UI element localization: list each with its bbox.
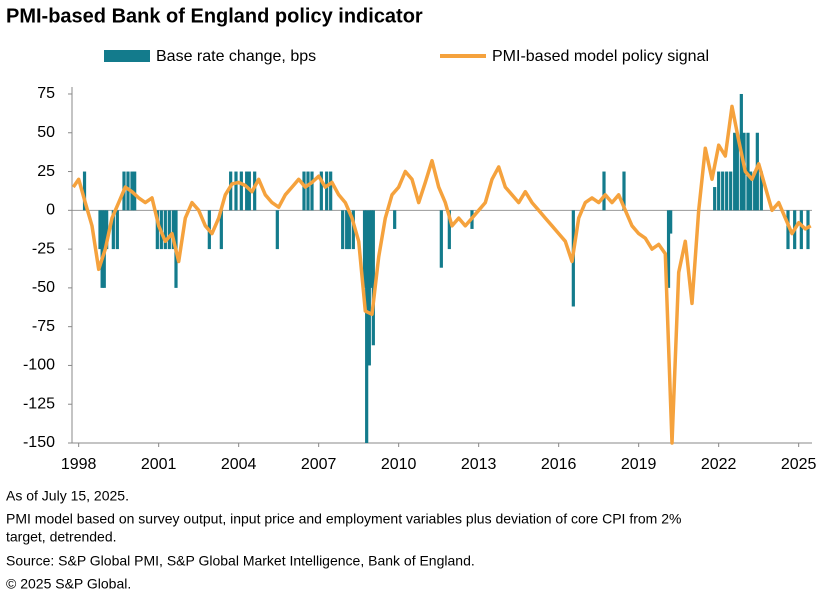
x-tick-label: 2010: [381, 456, 417, 473]
bar: [729, 171, 733, 211]
bar: [622, 171, 626, 211]
bar: [786, 210, 790, 250]
line: [71, 104, 812, 445]
plot-area: 75 50 25 0 -25 -50 -75 -100 -125 -150 1998 2001 2004…: [23, 85, 817, 473]
footnote: As of July 15, 2025.: [6, 488, 129, 504]
y-tick-label: -50: [32, 279, 55, 296]
bar: [98, 210, 102, 250]
bar: [749, 171, 753, 211]
bar: [155, 210, 159, 250]
x-tick-label: 1998: [61, 456, 97, 473]
bar: [447, 210, 451, 250]
bar: [133, 171, 137, 211]
x-tick-label: 2016: [541, 456, 577, 473]
y-tick-label: -100: [23, 357, 55, 374]
bar: [347, 210, 351, 250]
footnotes: As of July 15, 2025. PMI model based on s…: [6, 488, 681, 592]
bar: [371, 210, 375, 346]
y-tick-label: 75: [37, 85, 55, 102]
y-tick-label: -75: [32, 318, 55, 335]
bar: [367, 210, 371, 366]
bar: [759, 171, 763, 211]
bar: [439, 210, 443, 268]
bar: [717, 171, 721, 211]
bar: [115, 210, 119, 250]
bar: [105, 210, 109, 250]
bar: [713, 187, 717, 211]
bar: [365, 210, 369, 443]
bar: [234, 171, 238, 211]
bar: [163, 210, 167, 250]
x-tick-label: 2013: [461, 456, 497, 473]
bar: [799, 210, 803, 250]
y-tick-label: 0: [46, 202, 55, 219]
footnote: © 2025 S&P Global.: [6, 576, 131, 592]
bar: [171, 210, 175, 250]
y-tick-label: 50: [37, 124, 55, 141]
x-tick-label: 2019: [621, 456, 657, 473]
bar: [753, 171, 757, 211]
bar: [341, 210, 345, 250]
legend: Base rate change, bps PMI-based model pol…: [104, 48, 709, 65]
bar: [245, 171, 249, 211]
chart-title: PMI-based Bank of England policy indicat…: [6, 5, 423, 27]
bar: [733, 132, 737, 211]
y-tick-label: -150: [23, 434, 55, 451]
bar: [229, 171, 233, 211]
bar: [669, 210, 673, 234]
footnote: target, detrended.: [6, 529, 117, 545]
bar: [345, 210, 349, 250]
bar: [721, 171, 725, 211]
bar: [666, 210, 671, 288]
bar: [746, 132, 750, 211]
bar: [393, 210, 397, 229]
x-tick-label: 2001: [141, 456, 177, 473]
bar: [100, 210, 104, 288]
bar: [602, 171, 606, 211]
bar: [82, 171, 87, 211]
bar: [329, 171, 333, 211]
bar: [167, 210, 171, 250]
footnote: PMI model based on survey output, input …: [6, 511, 681, 527]
x-tick-label: 2025: [781, 456, 817, 473]
bar: [325, 171, 329, 211]
bar: [219, 210, 223, 250]
bar: [310, 171, 314, 211]
bar: [111, 210, 115, 250]
bar: [351, 210, 355, 250]
bar: [806, 210, 810, 250]
y-tick-label: -125: [23, 395, 55, 412]
bar: [735, 132, 739, 211]
bar: [253, 171, 257, 211]
x-tick-label: 2007: [301, 456, 337, 473]
x-tick-label: 2022: [701, 456, 737, 473]
bar: [369, 210, 374, 288]
footnote: Source: S&P Global PMI, S&P Global Marke…: [6, 553, 475, 569]
bar: [755, 132, 759, 211]
legend-label: Base rate change, bps: [156, 48, 316, 65]
legend-label: PMI-based model policy signal: [492, 48, 709, 65]
bar: [302, 171, 306, 211]
x-tick-label: 2004: [221, 456, 257, 473]
y-tick-label: 25: [37, 163, 55, 180]
y-tick-label: -25: [32, 240, 55, 257]
bar: [239, 171, 243, 211]
bar: [306, 171, 310, 211]
bar: [725, 171, 729, 211]
legend-swatch: [104, 50, 150, 62]
bar: [275, 210, 279, 250]
bar: [319, 171, 323, 211]
bar: [362, 210, 367, 288]
